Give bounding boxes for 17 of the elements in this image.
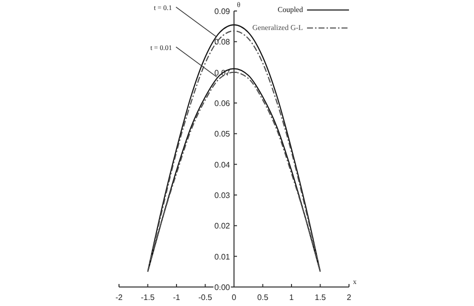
y-tick-label: 0.09 [214,7,231,16]
x-tick-label: -2 [115,293,124,302]
x-tick-label: -1 [172,293,181,302]
x-tick-label: -1.5 [140,293,156,302]
x-tick-label: 1 [289,293,294,302]
x-tick-label: -0.5 [198,293,213,302]
y-tick-label: 0.03 [214,191,231,200]
y-tick-label: 0.04 [214,160,231,170]
y-tick-label: 0.06 [214,99,231,108]
y-tick-label: 0.08 [214,38,231,47]
y-tick-label: 0.02 [214,222,231,231]
x-tick-label: 2 [346,293,352,302]
y-tick-label: 0.01 [214,252,231,262]
x-tick-label: 1.5 [314,293,326,302]
y-tick-label: 0.05 [214,130,231,139]
x-tick-label: 0 [232,293,237,302]
x-tick-label: 0.5 [257,293,269,302]
